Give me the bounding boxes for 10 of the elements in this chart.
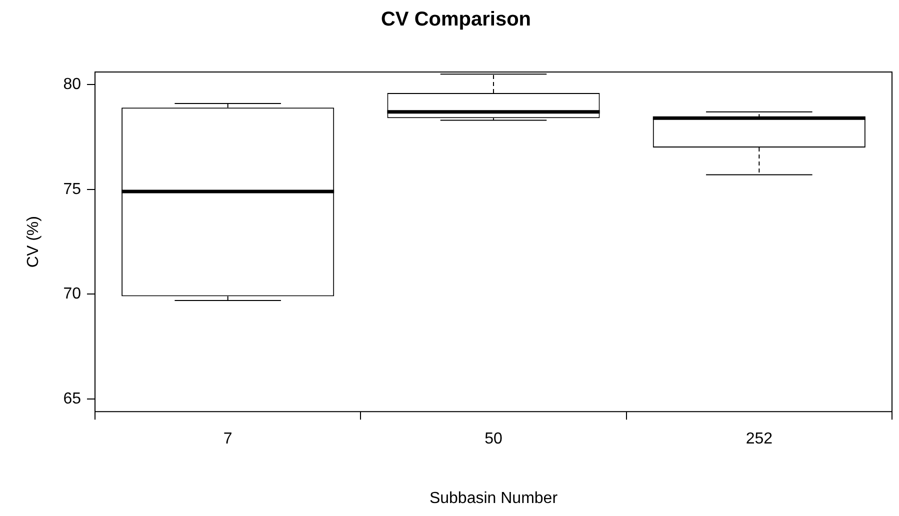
x-tick-label: 252 bbox=[746, 430, 773, 448]
y-tick-label: 65 bbox=[63, 390, 82, 408]
chart-title: CV Comparison bbox=[380, 8, 532, 31]
x-tick-label: 7 bbox=[223, 430, 232, 448]
x-axis-title: Subbasin Number bbox=[429, 490, 558, 507]
y-tick-label: 75 bbox=[63, 180, 82, 198]
y-tick-label: 70 bbox=[63, 286, 82, 303]
y-tick-label: 80 bbox=[63, 76, 82, 93]
y-axis-title: CV (%) bbox=[25, 216, 42, 268]
x-tick-label: 50 bbox=[484, 430, 502, 448]
